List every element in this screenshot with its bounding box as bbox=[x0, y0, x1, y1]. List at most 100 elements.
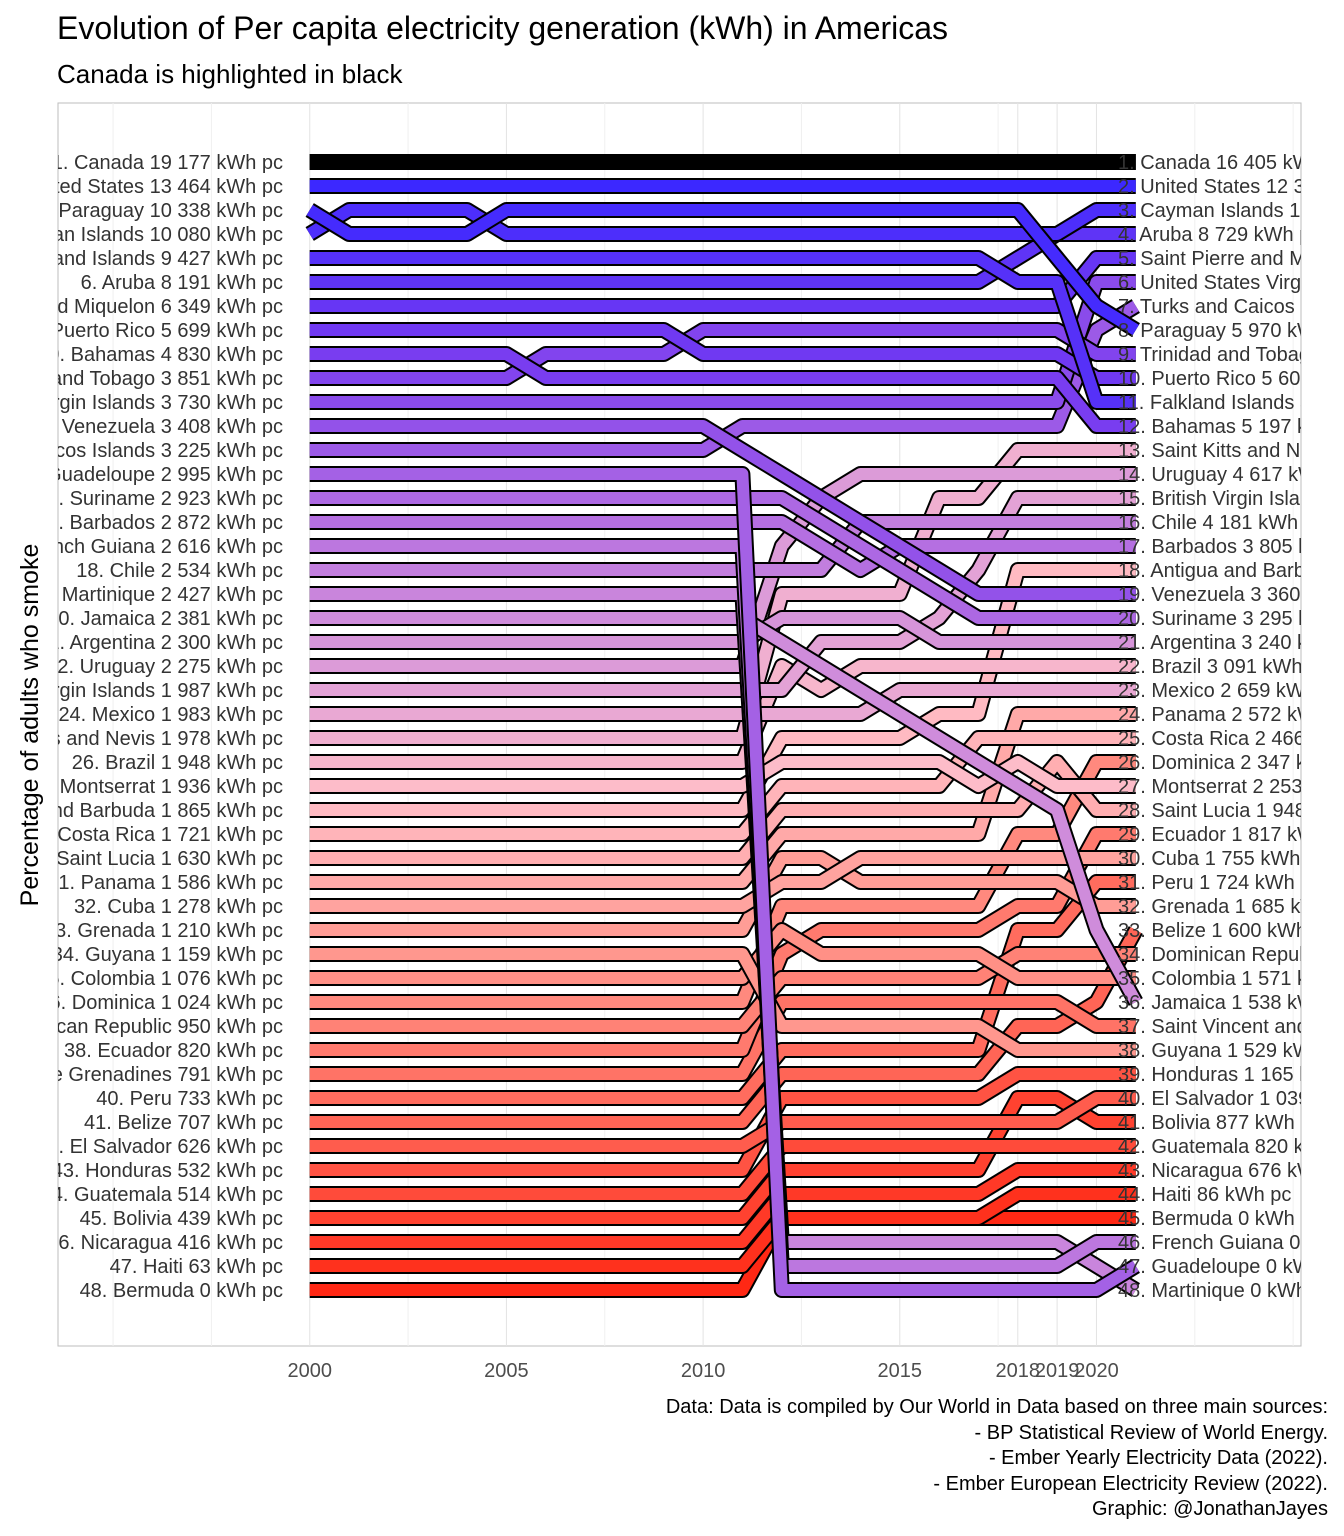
left-rank-label: 7. Saint Pierre and Miquelon 6 349 kWh p… bbox=[0, 296, 283, 318]
bump-chart: 1. Canada 19 177 kWh pc2. United States … bbox=[0, 102, 1344, 1382]
right-rank-label: 24. Panama 2 572 kWh pc bbox=[1118, 704, 1344, 726]
series-line bbox=[309, 324, 1136, 384]
right-rank-label: 2. United States 12 3 bbox=[1118, 176, 1305, 198]
series-line bbox=[309, 492, 1136, 696]
right-rank-label: 39. Honduras 1 165 kWh pc bbox=[1118, 1064, 1344, 1086]
series-line bbox=[309, 516, 1136, 576]
left-rank-label: 41. Belize 707 kWh pc bbox=[84, 1112, 283, 1134]
caption-line: - Ember European Electricity Review (202… bbox=[933, 1472, 1328, 1495]
left-rank-label: 5. Falkland Islands 9 427 kWh pc bbox=[0, 248, 283, 270]
series-line bbox=[306, 204, 1139, 336]
right-rank-label: 14. Uruguay 4 617 kWh pc bbox=[1118, 464, 1344, 486]
series-colombia bbox=[309, 922, 1136, 986]
right-rank-label: 38. Guyana 1 529 kWh pc bbox=[1118, 1040, 1344, 1062]
series-line bbox=[309, 660, 1136, 768]
right-rank-label: 36. Jamaica 1 538 kWh pc bbox=[1118, 992, 1344, 1014]
series-bermuda bbox=[309, 1210, 1136, 1298]
series-suriname bbox=[309, 490, 1136, 626]
left-rank-label: 23. British Virgin Islands 1 987 kWh pc bbox=[0, 680, 283, 702]
right-rank-label: 29. Ecuador 1 817 kWh pc bbox=[1118, 824, 1344, 846]
right-rank-label: 46. French Guiana 0 kWh pc bbox=[1118, 1232, 1344, 1254]
right-rank-label: 20. Suriname 3 295 kWh pc bbox=[1118, 608, 1344, 630]
right-rank-label: 3. Cayman Islands 10 bbox=[1118, 200, 1311, 222]
series-belize bbox=[309, 926, 1143, 1130]
left-rank-label: 3. Paraguay 10 338 kWh pc bbox=[36, 200, 283, 222]
right-rank-label: 26. Dominica 2 347 kWh pc bbox=[1118, 752, 1344, 774]
right-rank-label: 34. Dominican Republic bbox=[1118, 944, 1329, 966]
series-line bbox=[309, 1164, 1136, 1248]
series-guyana bbox=[309, 946, 1136, 1058]
series-line bbox=[309, 1212, 1136, 1296]
right-rank-label: 44. Haiti 86 kWh pc bbox=[1118, 1184, 1291, 1206]
left-rank-label: 44. Guatemala 514 kWh pc bbox=[41, 1184, 283, 1206]
series-honduras bbox=[309, 1066, 1136, 1178]
right-rank-label: 10. Puerto Rico 5 602 bbox=[1118, 368, 1311, 390]
right-rank-label: 7. Turks and Caicos Islands bbox=[1118, 296, 1344, 318]
right-rank-label: 32. Grenada 1 685 kWh pc bbox=[1118, 896, 1344, 918]
series-line bbox=[309, 996, 1136, 1080]
left-rank-label: 46. Nicaragua 416 kWh pc bbox=[47, 1232, 283, 1254]
series-line bbox=[309, 252, 1136, 408]
series-line bbox=[306, 204, 1136, 240]
x-tick-label: 2010 bbox=[681, 1360, 726, 1382]
series-british-virgin-islands bbox=[309, 490, 1136, 698]
left-rank-label: 16. Barbados 2 872 kWh pc bbox=[36, 512, 283, 534]
left-rank-label: 28. Antigua and Barbuda 1 865 kWh pc bbox=[0, 800, 283, 822]
left-rank-label: 47. Haiti 63 kWh pc bbox=[110, 1256, 283, 1278]
series-uruguay bbox=[309, 466, 1136, 674]
series-line bbox=[309, 612, 1142, 1005]
left-rank-label: 25. Saint Kitts and Nevis 1 978 kWh pc bbox=[0, 728, 283, 750]
left-rank-label: 33. Grenada 1 210 kWh pc bbox=[44, 920, 283, 942]
right-rank-label: 27. Montserrat 2 253 bbox=[1118, 776, 1303, 798]
series-bolivia bbox=[309, 1090, 1136, 1226]
series-costa-rica bbox=[309, 730, 1136, 842]
right-rank-label: 23. Mexico 2 659 kWh pc bbox=[1118, 680, 1343, 702]
left-rank-label: 24. Mexico 1 983 kWh pc bbox=[58, 704, 283, 726]
series-line bbox=[309, 612, 1136, 648]
right-rank-label: 4. Aruba 8 729 kWh pc bbox=[1118, 224, 1320, 246]
left-rank-label: 20. Jamaica 2 381 kWh pc bbox=[47, 608, 283, 630]
series-guadeloupe bbox=[309, 466, 1140, 1298]
series-guatemala bbox=[309, 1138, 1136, 1202]
right-rank-label: 25. Costa Rica 2 466 bbox=[1118, 728, 1305, 750]
right-rank-label: 40. El Salvador 1 039 bbox=[1118, 1088, 1309, 1110]
right-rank-label: 9. Trinidad and Tobago bbox=[1118, 344, 1321, 366]
series-brazil bbox=[309, 658, 1136, 770]
right-rank-labels: 1. Canada 16 405 kWh pc2. United States … bbox=[1118, 152, 1344, 1302]
series-line bbox=[309, 1092, 1136, 1224]
x-tick-label: 2020 bbox=[1074, 1360, 1119, 1382]
series-grenada bbox=[309, 850, 1136, 938]
series-line bbox=[309, 276, 1136, 408]
series-line bbox=[309, 732, 1136, 840]
series-martinique bbox=[309, 586, 1140, 1297]
left-rank-label: 38. Ecuador 820 kWh pc bbox=[64, 1040, 283, 1062]
x-tick-label: 2005 bbox=[484, 1360, 529, 1382]
right-rank-label: 48. Martinique 0 kWh pc bbox=[1118, 1280, 1334, 1302]
left-rank-label: 6. Aruba 8 191 kWh pc bbox=[81, 272, 283, 294]
series-lines bbox=[305, 154, 1143, 1298]
left-rank-label: 4. Cayman Islands 10 080 kWh pc bbox=[0, 224, 283, 246]
left-rank-label: 17. French Guiana 2 616 kWh pc bbox=[0, 536, 283, 558]
series-cuba bbox=[309, 850, 1136, 914]
left-rank-label: 48. Bermuda 0 kWh pc bbox=[80, 1280, 283, 1302]
caption: Data: Data is compiled by Our World in D… bbox=[428, 1395, 1328, 1523]
right-rank-label: 1. Canada 16 405 kWh pc bbox=[1118, 152, 1344, 174]
left-rank-label: 39. Saint Vincent and the Grenadines 791… bbox=[0, 1064, 283, 1086]
series-peru bbox=[309, 874, 1136, 1106]
left-rank-label: 18. Chile 2 534 kWh pc bbox=[76, 560, 283, 582]
caption-line: - BP Statistical Review of World Energy. bbox=[974, 1421, 1328, 1444]
series-el-salvador bbox=[309, 1090, 1136, 1154]
caption-line: Data: Data is compiled by Our World in D… bbox=[665, 1396, 1328, 1418]
series-bahamas bbox=[309, 346, 1136, 434]
series-line bbox=[309, 516, 1136, 576]
left-rank-label: 13. Turks and Caicos Islands 3 225 kWh p… bbox=[0, 440, 283, 462]
left-rank-label: 36. Dominica 1 024 kWh pc bbox=[38, 992, 283, 1014]
chart-title: Evolution of Per capita electricity gene… bbox=[57, 10, 949, 46]
left-rank-label: 26. Brazil 1 948 kWh pc bbox=[72, 752, 283, 774]
series-line bbox=[309, 852, 1136, 912]
series-line bbox=[309, 492, 1136, 624]
series-line bbox=[309, 420, 1136, 600]
right-rank-label: 11. Falkland Islands 5 bbox=[1118, 392, 1311, 414]
left-rank-label: 22. Uruguay 2 275 kWh pc bbox=[46, 656, 283, 678]
left-rank-label: 43. Honduras 532 kWh pc bbox=[52, 1160, 283, 1182]
